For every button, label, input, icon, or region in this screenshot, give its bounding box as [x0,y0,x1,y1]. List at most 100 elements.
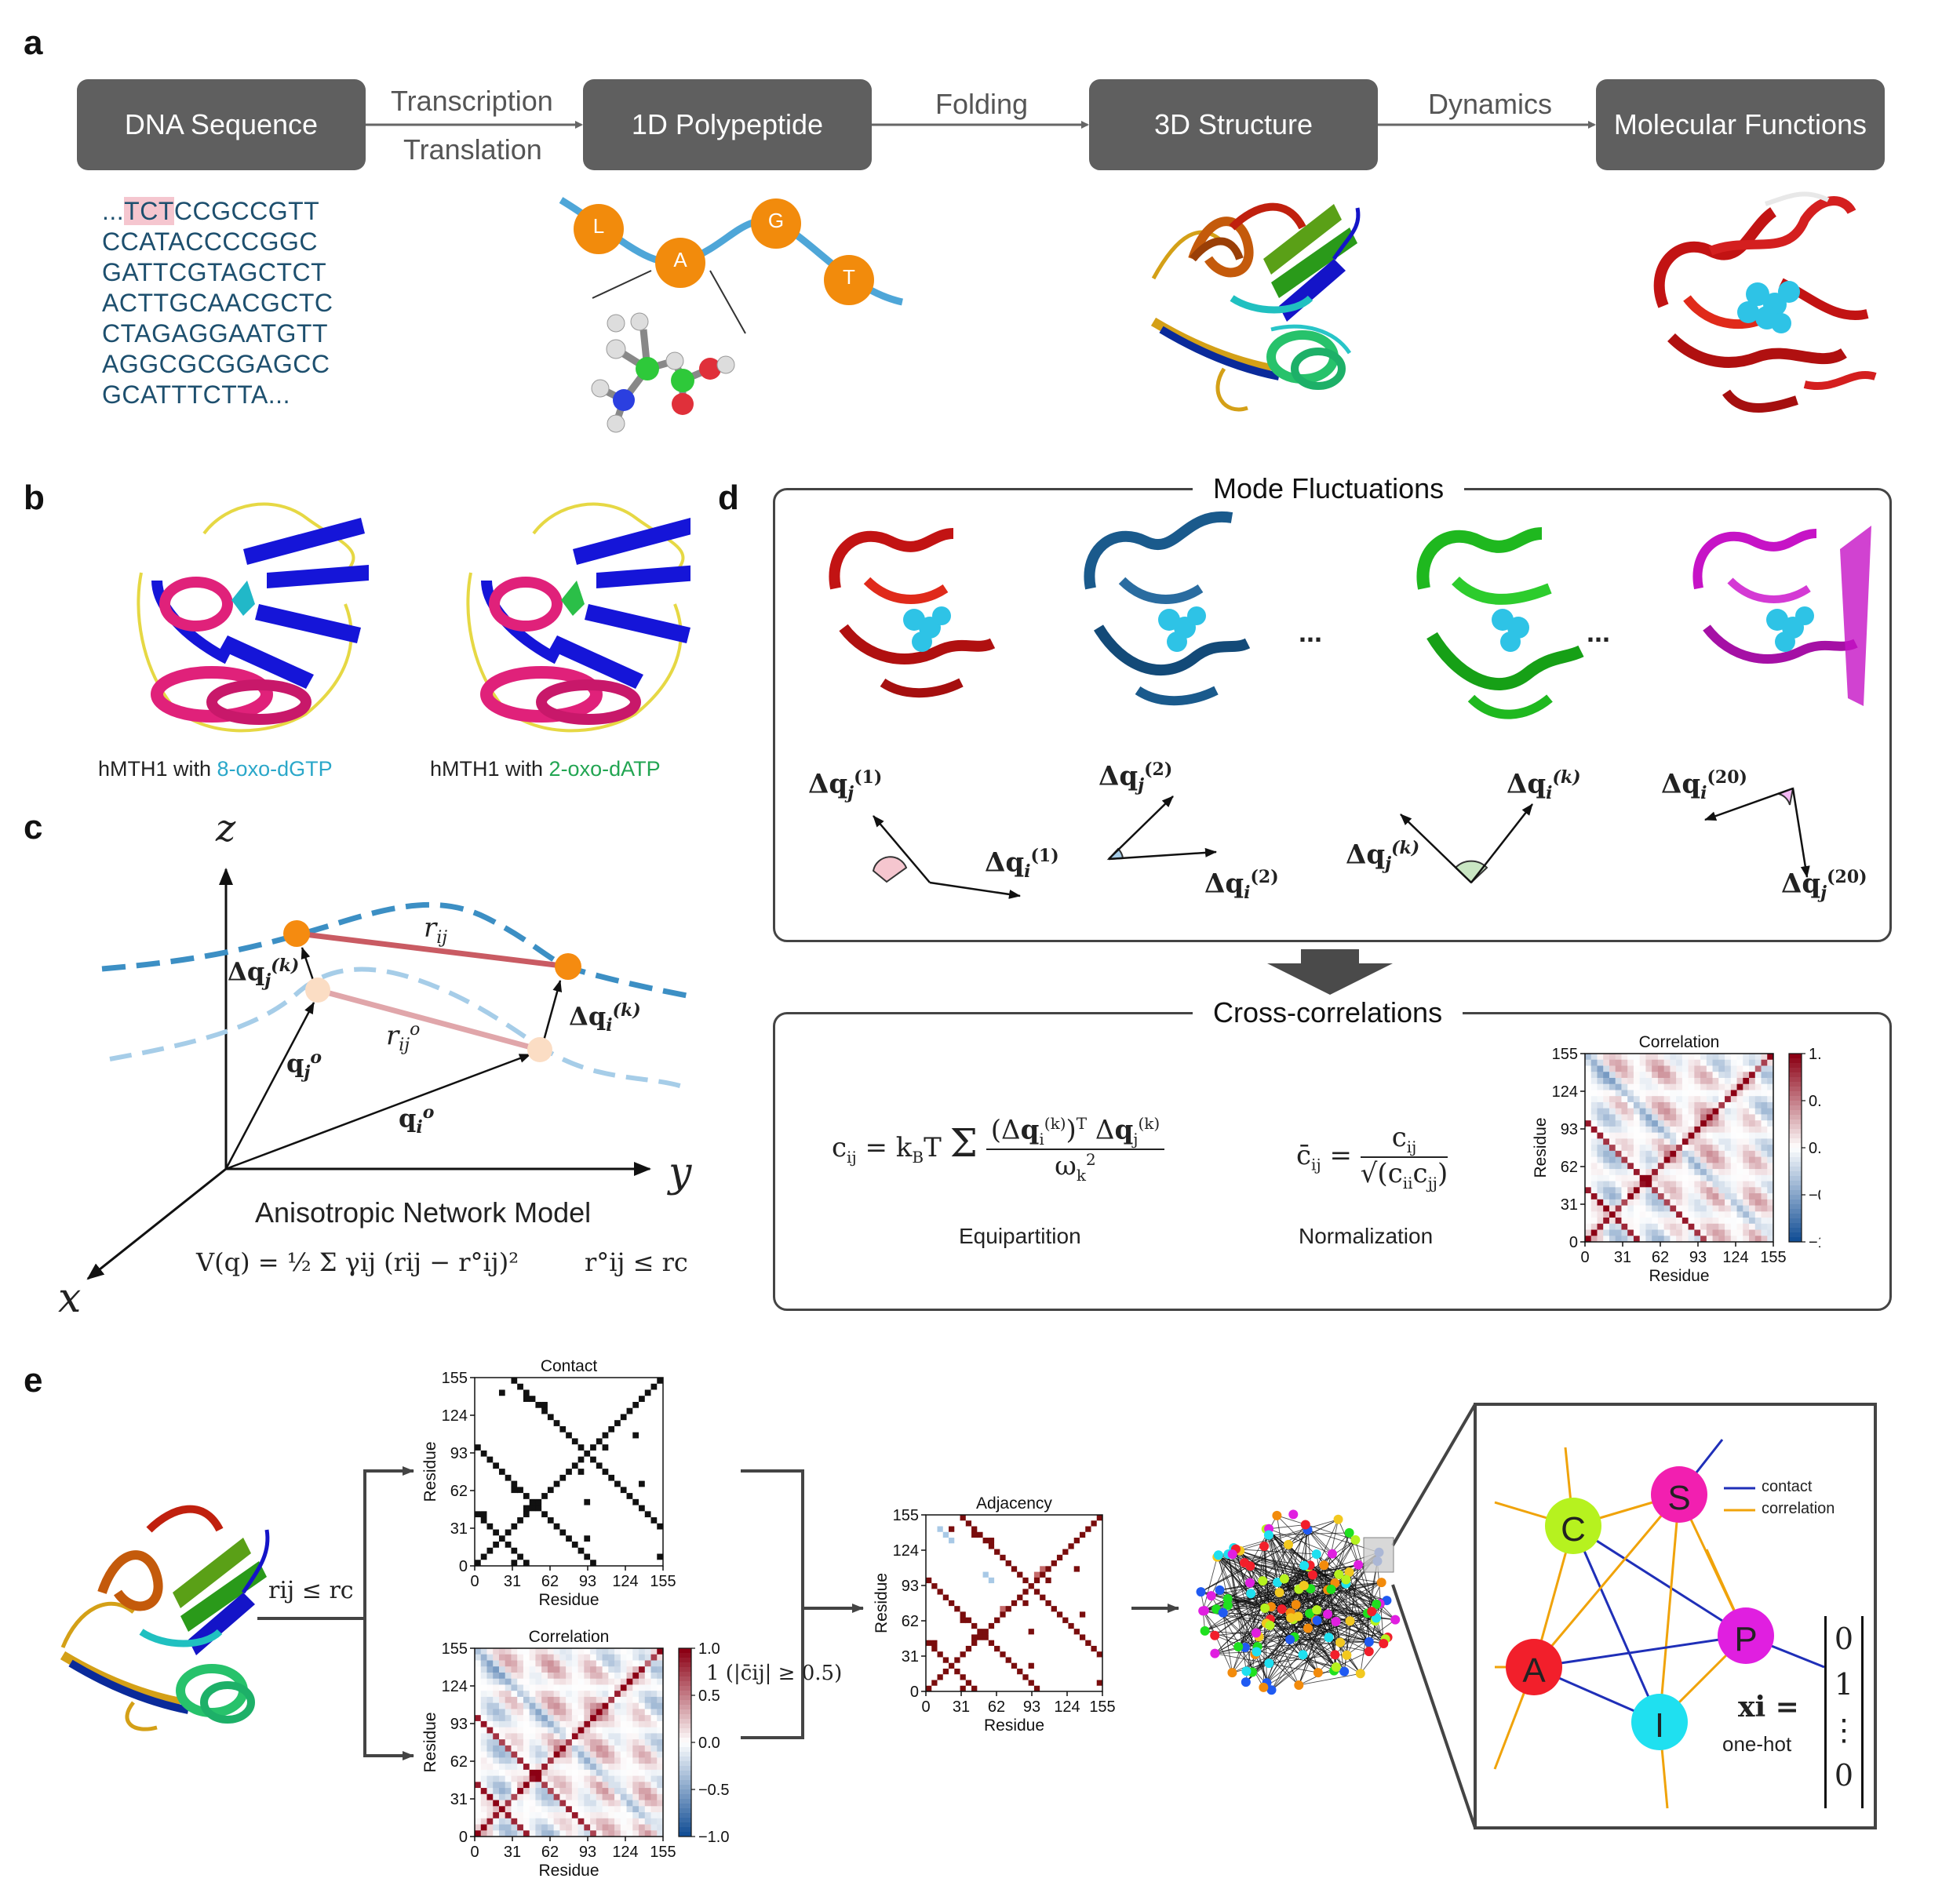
heatmap-cell [1056,1622,1063,1629]
heatmap-cell [475,1800,482,1807]
heatmap-cell [1670,1096,1677,1103]
heatmap-cell [1062,1549,1069,1556]
heatmap-cell [475,1535,482,1542]
heatmap-cell [1045,1589,1052,1596]
heatmap-cell [541,1782,548,1789]
heatmap-cell [626,1660,633,1667]
heatmap-cell [1743,1187,1750,1194]
heatmap-cell [1754,1072,1762,1079]
heatmap-cell [553,1425,560,1433]
heatmap-cell [1040,1651,1046,1658]
heatmap-cell [1754,1054,1762,1061]
heatmap-cell [1005,1566,1012,1573]
x-tick-label: 31 [1614,1249,1631,1266]
heatmap-cell [1000,1600,1007,1607]
heatmap-cell [1694,1169,1701,1176]
heatmap-cell [571,1691,579,1698]
heatmap-cell [971,1629,978,1635]
heatmap-cell [541,1487,548,1494]
heatmap-cell [602,1793,609,1801]
heatmap-cell [566,1648,573,1655]
heatmap-cell [644,1764,652,1771]
heatmap-cell [937,1538,944,1544]
heatmap-cell [547,1666,555,1673]
heatmap-cell [577,1769,585,1777]
heatmap-cell [1639,1223,1646,1231]
heatmap-cell [1718,1120,1725,1127]
heatmap-cell [577,1672,585,1680]
heatmap-cell [529,1450,536,1458]
heatmap-cell [1615,1101,1622,1109]
network-edge [1218,1554,1266,1609]
heatmap-cell [1670,1054,1677,1061]
heatmap-cell [535,1691,542,1698]
heatmap-cell [511,1469,518,1476]
heatmap-cell [1045,1680,1052,1687]
colorbar-tick-label: 0.5 [698,1687,720,1705]
network-node [1206,1591,1216,1601]
heatmap-cell [1073,1520,1080,1527]
network-edge [1216,1556,1291,1640]
heatmap-cell [650,1542,658,1549]
heatmap-cell [608,1830,615,1837]
heatmap-cell [1056,1594,1063,1601]
heatmap-cell [523,1414,530,1421]
heatmap-cell [493,1751,500,1758]
heatmap-cell [620,1751,628,1758]
heatmap-cell [577,1396,585,1403]
heatmap-cell [949,1583,955,1589]
heatmap-cell [1603,1077,1610,1085]
heatmap-cell [523,1511,530,1518]
heatmap-cell [988,1549,995,1556]
heatmap-cell [1688,1101,1695,1109]
heatmap-cell [602,1456,609,1463]
heatmap-cell [559,1438,567,1445]
heatmap-cell [571,1764,579,1771]
heatmap-cell [1663,1211,1671,1218]
heatmap-cell [1700,1205,1707,1212]
heatmap-cell [1736,1077,1743,1085]
heatmap-cell [1633,1101,1641,1109]
heatmap-cell [1706,1145,1714,1152]
heatmap-cell [1597,1199,1604,1207]
heatmap-cell [1033,1543,1040,1550]
heatmap-cell [942,1526,949,1533]
heatmap-cell [1700,1211,1707,1218]
heatmap-cell [960,1662,967,1669]
heatmap-cell [1609,1114,1616,1121]
y-tick-label: 62 [1561,1159,1578,1176]
heatmap-cell [541,1812,548,1819]
heatmap-cell [1011,1668,1018,1675]
heatmap-cell [632,1396,639,1403]
network-edge [1222,1612,1233,1673]
heatmap-cell [486,1830,494,1837]
heatmap-cell [1022,1554,1029,1561]
heatmap-cell [541,1505,548,1512]
heatmap-cell [994,1674,1000,1680]
heatmap-cell [1062,1538,1069,1544]
heatmap-cell [1045,1531,1052,1538]
heatmap-cell [1085,1531,1091,1538]
heatmap-cell [1754,1096,1762,1103]
heatmap-cell [1585,1072,1592,1079]
heatmap-cell [535,1547,542,1555]
heatmap-cell [1725,1236,1732,1243]
heatmap-cell [1028,1600,1035,1607]
heatmap-cell [511,1401,518,1409]
heatmap-cell [523,1553,530,1560]
heatmap-cell [529,1696,536,1704]
heatmap-cell [517,1523,524,1531]
heatmap-cell [1700,1065,1707,1072]
heatmap-cell [1062,1629,1069,1635]
heatmap-cell [505,1378,512,1385]
heatmap-cell [1062,1566,1069,1573]
heatmap-cell [511,1666,518,1673]
heatmap-cell [1743,1193,1750,1200]
heatmap-cell [1736,1054,1743,1061]
heatmap-cell [493,1493,500,1500]
heatmap-cell [608,1715,615,1722]
heatmap-cell [475,1450,482,1458]
heatmap-cell [1000,1554,1007,1561]
heatmap-cell [1718,1054,1725,1061]
colorbar-segment [1789,1152,1802,1158]
